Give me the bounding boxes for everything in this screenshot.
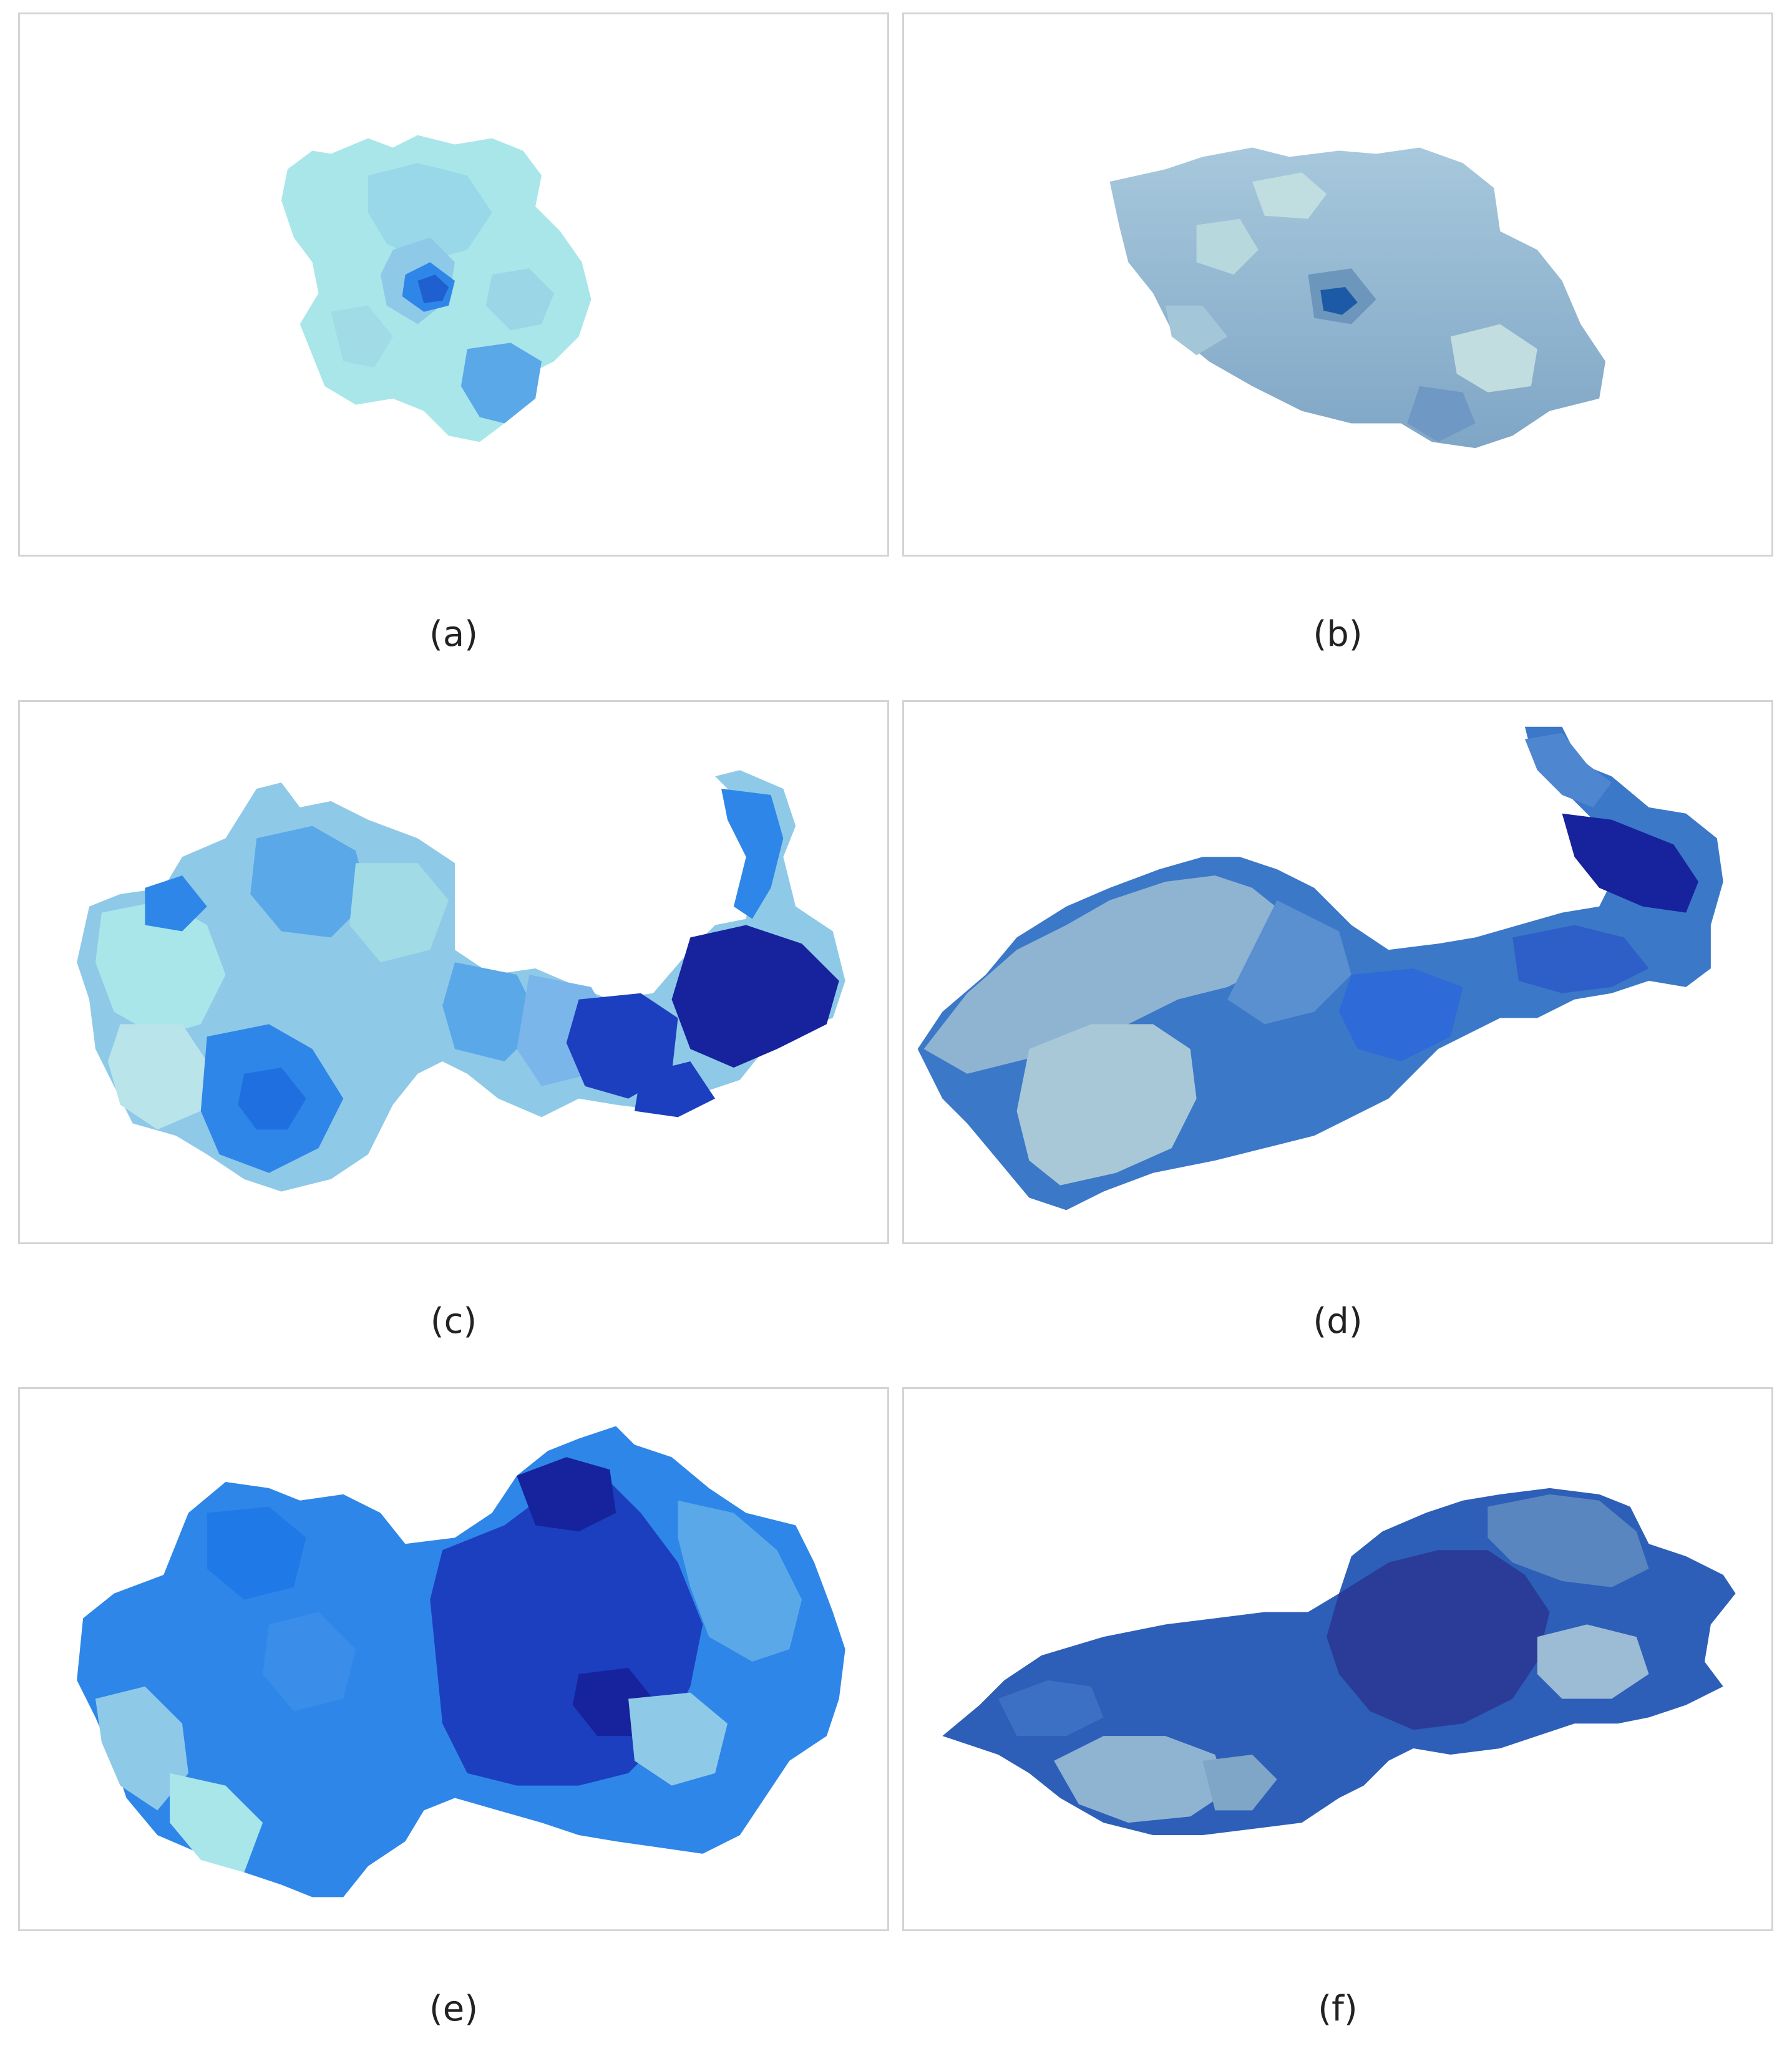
panel-d-image [902,700,1773,1244]
panel-c-fractal [77,770,845,1192]
caption-a: (a) [429,614,478,655]
caption-f: (f) [1318,1989,1358,2029]
panel-a-image [18,12,889,557]
panel-c-image [18,700,889,1244]
caption-d: (d) [1313,1301,1363,1342]
relief-region [942,1488,1736,1836]
caption-c: (c) [430,1301,477,1342]
panel-d-fractal [917,726,1723,1211]
panel-f-fractal [942,1488,1736,1836]
panel-a-fractal [281,135,592,442]
panel-e-fractal [77,1426,845,1898]
fractal-region [77,770,845,1192]
relief-region [1109,147,1606,449]
fractal-region [281,135,592,442]
panel-b-image [902,12,1773,557]
panel-b-fractal [1109,147,1606,449]
panel-f-image [902,1387,1773,1931]
caption-b: (b) [1313,614,1363,655]
relief-region [917,726,1723,1211]
fractal-region [77,1426,845,1898]
panel-e-image [18,1387,889,1931]
caption-e: (e) [429,1989,479,2029]
